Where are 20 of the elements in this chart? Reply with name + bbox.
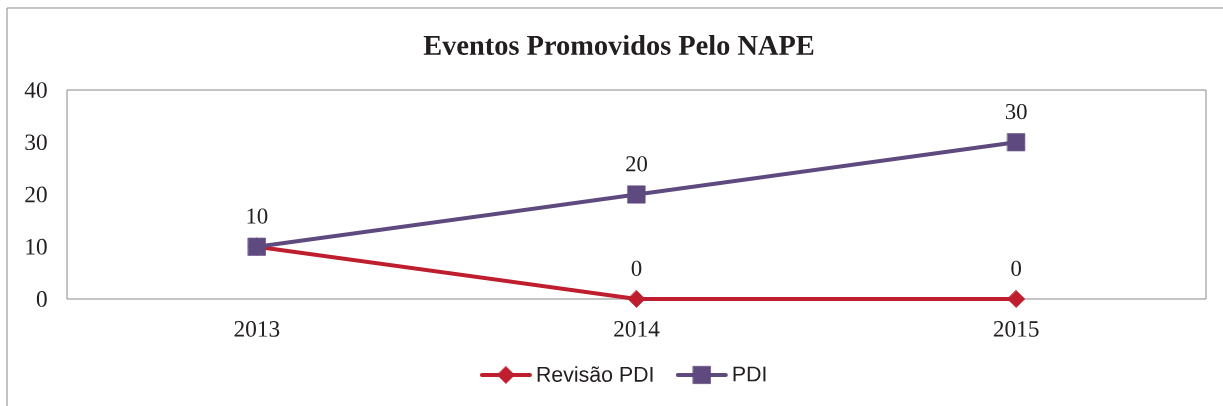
point [627,185,646,204]
data-label: 0 [1011,260,1021,276]
point [627,290,646,308]
y-tick-label: 0 [36,291,47,307]
data-label: 10 [247,208,268,224]
y-tick-label: 40 [24,82,47,98]
x-tick-label: 2015 [993,321,1039,337]
point [1007,290,1026,308]
x-tick-label: 2014 [614,321,660,337]
y-tick-label: 20 [25,186,47,203]
legend-label: PDI [733,366,766,382]
chart-title: Eventos Promovidos Pelo NAPE [423,35,814,55]
y-tick-label: 10 [26,238,47,255]
legend-label: Revisão PDI [537,366,653,382]
y-tick-label: 30 [25,134,47,151]
data-label: 20 [626,156,647,172]
point [1007,133,1026,152]
data-label: 0 [631,260,642,276]
x-tick-label: 2013 [234,321,280,337]
data-label: 30 [1005,103,1027,120]
